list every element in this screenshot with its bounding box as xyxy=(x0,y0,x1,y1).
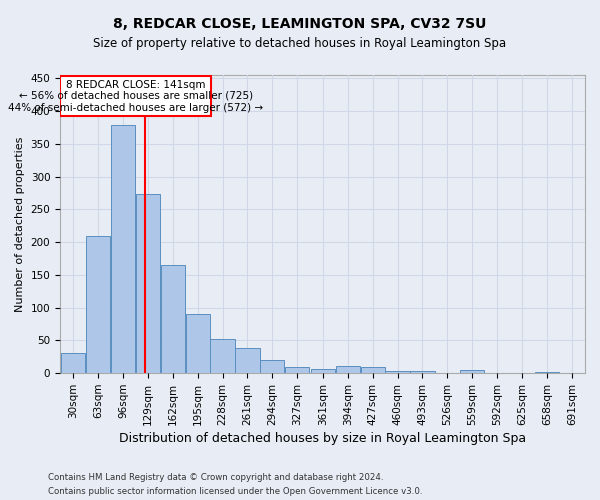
Text: ← 56% of detached houses are smaller (725): ← 56% of detached houses are smaller (72… xyxy=(19,91,253,101)
Bar xyxy=(335,366,360,373)
Bar xyxy=(485,372,509,373)
Bar xyxy=(161,265,185,373)
FancyBboxPatch shape xyxy=(60,76,211,116)
Bar xyxy=(185,314,210,373)
Bar xyxy=(385,370,410,373)
Bar xyxy=(61,353,85,373)
Text: 8, REDCAR CLOSE, LEAMINGTON SPA, CV32 7SU: 8, REDCAR CLOSE, LEAMINGTON SPA, CV32 7S… xyxy=(113,18,487,32)
Text: 44% of semi-detached houses are larger (572) →: 44% of semi-detached houses are larger (… xyxy=(8,103,263,113)
Text: 8 REDCAR CLOSE: 141sqm: 8 REDCAR CLOSE: 141sqm xyxy=(66,80,205,90)
Bar xyxy=(460,370,484,373)
Text: Contains public sector information licensed under the Open Government Licence v3: Contains public sector information licen… xyxy=(48,486,422,496)
Bar xyxy=(86,236,110,373)
Bar xyxy=(410,370,434,373)
Bar xyxy=(535,372,559,373)
Bar xyxy=(211,339,235,373)
Bar xyxy=(111,126,135,373)
Text: Size of property relative to detached houses in Royal Leamington Spa: Size of property relative to detached ho… xyxy=(94,38,506,51)
Text: Contains HM Land Registry data © Crown copyright and database right 2024.: Contains HM Land Registry data © Crown c… xyxy=(48,473,383,482)
Bar xyxy=(235,348,260,373)
X-axis label: Distribution of detached houses by size in Royal Leamington Spa: Distribution of detached houses by size … xyxy=(119,432,526,445)
Bar xyxy=(136,194,160,373)
Bar xyxy=(260,360,284,373)
Bar xyxy=(361,366,385,373)
Y-axis label: Number of detached properties: Number of detached properties xyxy=(15,136,25,312)
Bar xyxy=(285,366,310,373)
Bar xyxy=(311,370,335,373)
